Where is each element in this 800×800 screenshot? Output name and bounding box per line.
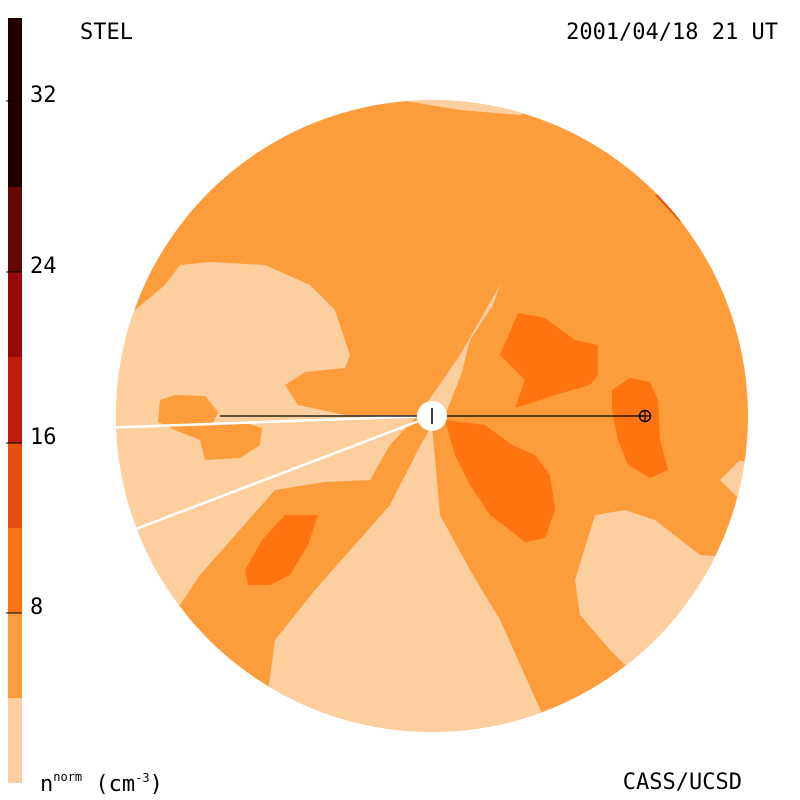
colorbar-segment: [8, 613, 22, 698]
colorbar-segment: [8, 528, 22, 613]
colorbar-segment: [8, 357, 22, 443]
density-region-light: [720, 460, 748, 510]
colorbar: 8 16 24 32: [6, 18, 57, 783]
colorbar-tick-label: 24: [30, 254, 57, 279]
colorbar-unit-label: nnorm (cm-3): [40, 770, 163, 797]
colorbar-tick-label: 8: [30, 595, 43, 620]
density-region-dark: [612, 378, 668, 478]
colorbar-segment: [8, 18, 22, 187]
density-region-light: [268, 425, 545, 732]
density-region-dark: [445, 420, 555, 542]
colorbar-tick-label: 16: [30, 425, 57, 450]
colorbar-tick-label: 32: [30, 83, 57, 108]
density-region-medium: [158, 395, 262, 460]
density-region-medium: [560, 290, 575, 302]
colorbar-segment: [8, 698, 22, 783]
colorbar-segment: [8, 272, 22, 357]
colorbar-ticks: [6, 100, 22, 614]
density-region-light: [116, 150, 418, 615]
colorbar-segment: [8, 443, 22, 528]
timestamp-label: 2001/04/18 21 UT: [566, 20, 778, 45]
colorbar-segment: [8, 187, 22, 272]
wedge-line: [116, 414, 433, 430]
wedge-line: [119, 414, 433, 537]
instrument-label: STEL: [80, 20, 133, 45]
credit-label: CASS/UCSD: [622, 770, 742, 795]
density-region-dark: [500, 313, 598, 408]
earth-icon: [638, 409, 652, 423]
density-region-dark: [245, 515, 318, 585]
